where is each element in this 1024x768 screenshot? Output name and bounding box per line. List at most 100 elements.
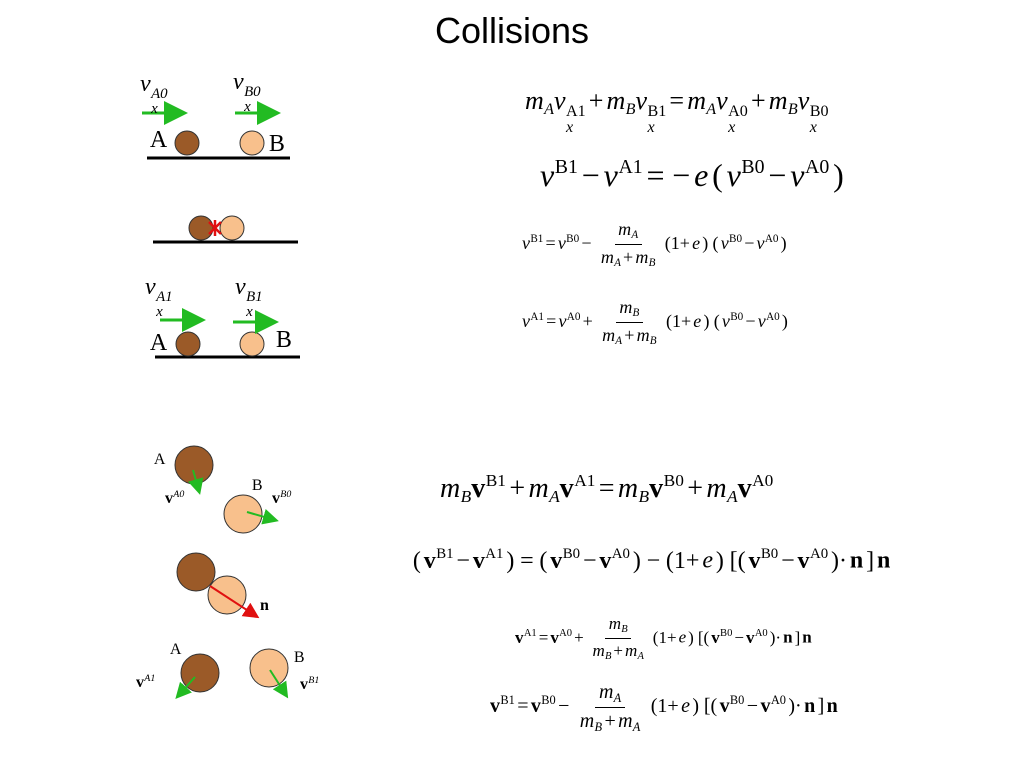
ball-a (188, 215, 214, 241)
operator: − (672, 156, 691, 193)
variable: v (540, 156, 555, 193)
operator: = (545, 232, 556, 253)
numerator: mB (615, 298, 643, 324)
variable: n (783, 627, 793, 647)
superscript: B0 (730, 310, 744, 323)
superscript: B0 (729, 232, 743, 245)
variable: m (598, 681, 614, 703)
indices: B1 x (246, 289, 263, 320)
superscript: A0 (559, 627, 573, 639)
superscript: B0 (729, 693, 745, 708)
symbol: vA1 (522, 311, 544, 331)
symbol: n (827, 695, 838, 717)
symbol: n (802, 628, 811, 647)
subscript: B (632, 307, 640, 320)
symbol: n (783, 628, 792, 647)
symbol: mA (618, 710, 641, 734)
subscript: A (549, 487, 560, 507)
indices: B0 x (244, 83, 261, 115)
superscript: B0 (760, 546, 779, 562)
symbol: n (850, 548, 863, 574)
variable: m (635, 246, 649, 267)
operator: = (517, 695, 529, 718)
superscript: B1 (647, 103, 667, 121)
operator: ) (506, 547, 515, 574)
operator: + (687, 473, 704, 505)
subscript: A (637, 650, 644, 662)
subscript: x (647, 119, 655, 137)
symbol: mB (769, 86, 798, 118)
operator: − (581, 232, 592, 253)
symbol: mB (609, 614, 628, 635)
symbol: vB1 (471, 472, 506, 504)
variable: v (720, 232, 729, 253)
variable: m (440, 473, 461, 505)
symbol: vB0 (727, 157, 765, 193)
operator: B (268, 131, 285, 157)
superscript: A0 (566, 310, 581, 323)
ball-a (175, 331, 201, 357)
operator: ( (712, 156, 723, 193)
symbol: vA0 (558, 311, 580, 331)
symbol: vB0 (748, 546, 779, 574)
variable: m (600, 246, 614, 267)
subscript: B (625, 100, 636, 118)
superscript: A0 (728, 103, 748, 121)
operator: + (582, 310, 593, 331)
superscript: B1 (530, 232, 544, 245)
variable: v (140, 71, 151, 97)
variable: n (826, 695, 838, 718)
variable: e (692, 232, 701, 253)
variable: m (528, 473, 549, 505)
superscript: B0 (741, 156, 765, 178)
diagram-label: vB1 (300, 676, 319, 693)
operator: + (509, 473, 526, 505)
equation: vA1 = vA0 + mB mA + mB (1+ e)(vB0− vA0) (522, 298, 790, 347)
symbol: vB1 (490, 694, 515, 718)
symbol: vA1 (136, 674, 155, 691)
variable: v (233, 69, 244, 95)
symbol: vA1 (604, 157, 643, 193)
symbol: vB0 (649, 472, 684, 505)
indices: A0 x (728, 104, 748, 136)
symbol: e (681, 695, 690, 717)
variable: v (649, 473, 664, 505)
operator: )· (788, 695, 802, 718)
operator: = (669, 86, 685, 115)
operator: ) (833, 156, 844, 193)
arrow (188, 469, 204, 495)
operator: − (456, 547, 470, 574)
superscript: B0 (244, 83, 261, 100)
operator: + (613, 640, 624, 660)
variable: e (693, 310, 702, 331)
operator: [( (729, 547, 746, 574)
variable: v (272, 490, 280, 508)
variable: v (522, 310, 530, 331)
superscript: A1 (574, 471, 596, 490)
diagram-label: vA0 (165, 490, 184, 507)
superscript: A0 (766, 310, 780, 323)
symbol: v A1 x (145, 274, 173, 319)
symbol: mA (528, 473, 560, 507)
symbol: n (260, 597, 269, 614)
slide-title: Collisions (434, 10, 590, 51)
variable: m (618, 219, 632, 239)
operator: )· (769, 627, 782, 647)
fraction: mA mB + mA (576, 682, 645, 733)
subscript: A (632, 719, 641, 734)
symbol: e (692, 233, 700, 253)
diagram-label: v A1 x (145, 275, 173, 319)
operator: − (768, 156, 787, 193)
variable: v (797, 547, 810, 574)
operator: + (604, 710, 616, 733)
symbol: vB0 (550, 547, 580, 574)
subscript: x (244, 98, 251, 115)
variable: m (706, 473, 727, 505)
variable: v (559, 473, 574, 505)
superscript: A0 (754, 627, 768, 639)
symbol: vB1 (424, 547, 454, 574)
variable: v (490, 695, 500, 718)
diagram-label: A (152, 452, 167, 468)
